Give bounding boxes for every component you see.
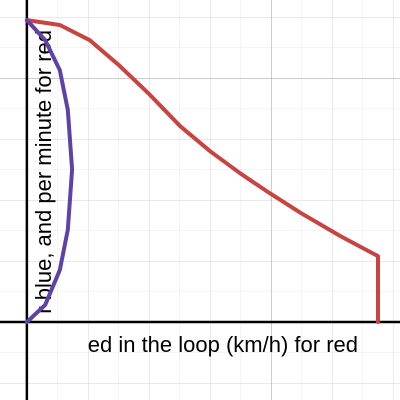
y-axis-label: r blue, and per minute for red (31, 30, 56, 314)
series-line (24, 18, 75, 324)
x-axis-label: ed in the loop (km/h) for red (88, 332, 358, 357)
series-line (24, 18, 380, 324)
